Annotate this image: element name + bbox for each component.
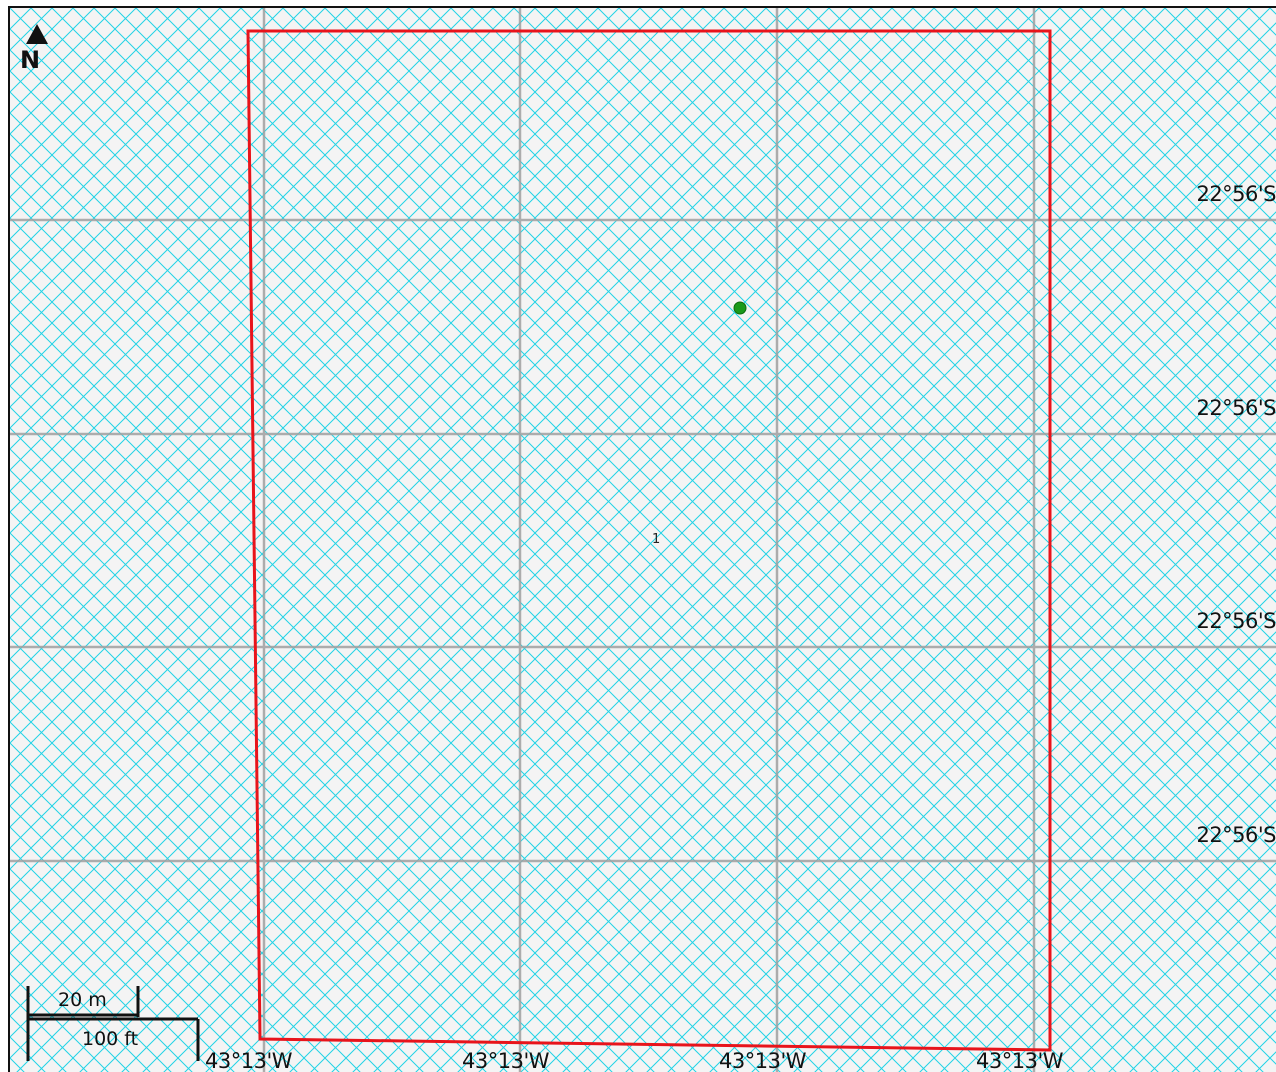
map-canvas[interactable] (10, 8, 1276, 1072)
lat-label: 22°56'S (1196, 609, 1276, 633)
lat-label: 22°56'S (1196, 823, 1276, 847)
scale-bar: 20 m 100 ft (26, 983, 216, 1063)
map-view[interactable]: N 1 22°56'S 22°56'S 22°56'S 22°56'S 43°1… (8, 6, 1276, 1072)
scale-imperial-label: 100 ft (82, 1028, 139, 1050)
north-label: N (20, 46, 41, 74)
lon-label: 43°13'W (205, 1049, 292, 1072)
parcel-label: 1 (652, 532, 661, 547)
lat-label: 22°56'S (1196, 182, 1276, 206)
lon-label: 43°13'W (976, 1049, 1063, 1072)
lat-label: 22°56'S (1196, 396, 1276, 420)
north-arrow-icon (26, 24, 48, 44)
parcel-boundary[interactable] (246, 29, 1052, 1052)
graticule (10, 8, 1276, 1072)
scale-metric-label: 20 m (58, 989, 107, 1011)
hatched-area (10, 8, 1276, 1072)
lon-label: 43°13'W (719, 1049, 806, 1072)
lon-label: 43°13'W (462, 1049, 549, 1072)
point-marker[interactable] (733, 301, 747, 315)
